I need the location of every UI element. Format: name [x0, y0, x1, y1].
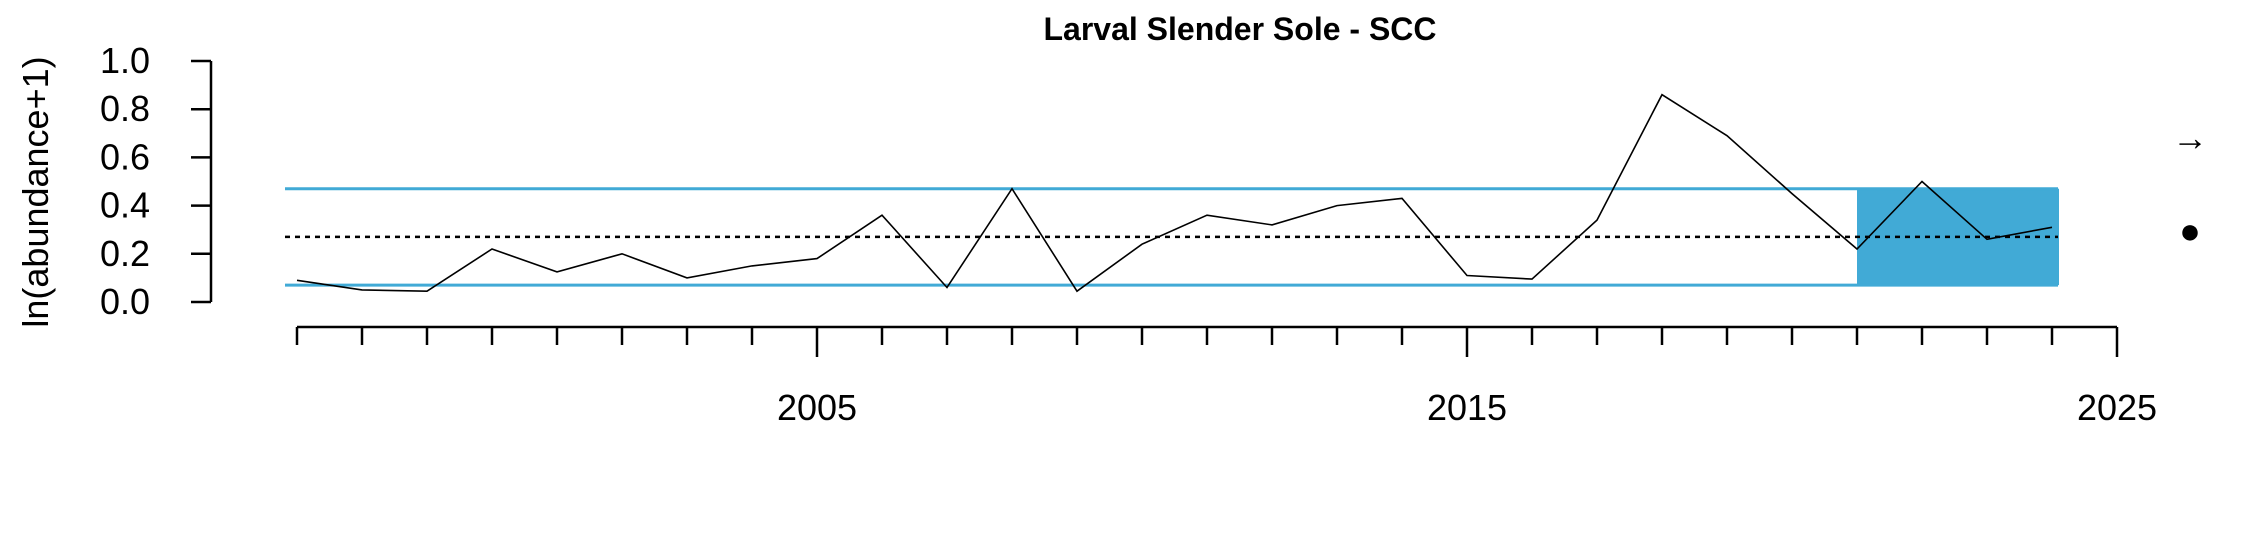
plot-area: [285, 93, 2059, 293]
series-line: [296, 93, 2053, 293]
y-tick-label: 0.2: [100, 233, 150, 274]
y-axis-title: ln(abundance+1): [15, 56, 56, 327]
y-tick-label: 0.0: [100, 281, 150, 322]
y-tick-label: 0.6: [100, 136, 150, 177]
chart-title: Larval Slender Sole - SCC: [1043, 11, 1436, 47]
y-tick-label: 0.8: [100, 88, 150, 129]
x-tick-label: 2015: [1427, 387, 1507, 428]
x-tick-label: 2025: [2077, 387, 2157, 428]
x-tick-label: 2005: [777, 387, 857, 428]
y-tick-label: 0.4: [100, 185, 150, 226]
trend-arrow-symbol: →: [2172, 117, 2208, 158]
y-axis-title-wrap: ln(abundance+1): [15, 56, 56, 327]
axes: 0.0 0.2 0.4 0.6 0.8 1.0 2005 2015 2025: [100, 40, 2157, 428]
mean-status-symbol: ●: [2179, 210, 2201, 251]
y-tick-label: 1.0: [100, 40, 150, 81]
